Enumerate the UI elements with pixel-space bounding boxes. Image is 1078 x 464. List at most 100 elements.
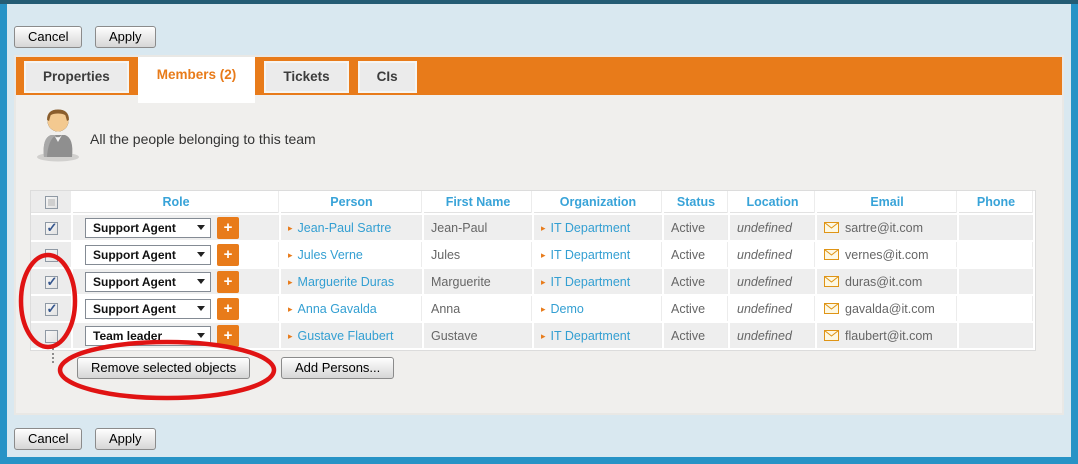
email-icon: [824, 330, 839, 341]
table-row: Support Agent + ▸ Marguerite Duras Margue…: [31, 269, 1035, 296]
tab-strip: Properties Members (2) Tickets CIs: [16, 57, 1062, 103]
arrow-right-icon: ▸: [288, 303, 293, 314]
role-select-value: Team leader: [93, 328, 163, 343]
column-header-status: Status: [664, 191, 730, 215]
cell-status: Active: [664, 269, 730, 296]
arrow-right-icon: ▸: [288, 330, 293, 341]
email-icon: [824, 249, 839, 260]
remove-selected-button[interactable]: Remove selected objects: [77, 357, 251, 379]
email-icon: [824, 222, 839, 233]
arrow-right-icon: ▸: [541, 276, 546, 287]
arrow-right-icon: ▸: [541, 249, 546, 260]
email-text: flaubert@it.com: [845, 328, 933, 343]
role-select-value: Support Agent: [93, 247, 176, 262]
add-persons-button[interactable]: Add Persons...: [281, 357, 395, 379]
cell-phone: [959, 215, 1035, 242]
cell-first-name: Gustave: [424, 323, 534, 350]
cell-first-name: Jean-Paul: [424, 215, 534, 242]
organization-link[interactable]: IT Department: [550, 220, 631, 235]
add-role-button[interactable]: +: [217, 324, 239, 347]
organization-link[interactable]: IT Department: [550, 274, 631, 289]
cell-location: undefined: [730, 323, 817, 350]
column-header-first-name: First Name: [424, 191, 534, 215]
column-header-phone: Phone: [959, 191, 1035, 215]
role-select-value: Support Agent: [93, 220, 176, 235]
table-row: Support Agent + ▸ Jean-Paul Sartre Jean-P…: [31, 215, 1035, 242]
select-all-header-cell: [31, 191, 73, 215]
chevron-down-icon: [197, 252, 205, 257]
person-link[interactable]: Jules Verne: [297, 247, 363, 262]
window-top-edge: [0, 0, 1078, 4]
table-header-row: Role Person First Name Organization Stat…: [31, 191, 1035, 215]
cell-location: undefined: [730, 296, 817, 323]
role-select[interactable]: Support Agent: [85, 244, 211, 265]
add-role-button[interactable]: +: [217, 270, 239, 293]
table-row: Support Agent + ▸ Anna Gavalda Anna ▸ Demo…: [31, 296, 1035, 323]
row-checkbox[interactable]: [44, 220, 58, 236]
organization-link[interactable]: Demo: [550, 301, 584, 316]
cell-phone: [959, 296, 1035, 323]
cell-first-name: Jules: [424, 242, 534, 269]
chevron-down-icon: [197, 225, 205, 230]
person-link[interactable]: Anna Gavalda: [297, 301, 377, 316]
cell-status: Active: [664, 242, 730, 269]
apply-button-bottom[interactable]: Apply: [95, 428, 156, 450]
column-header-location: Location: [730, 191, 817, 215]
apply-button-top[interactable]: Apply: [95, 26, 156, 48]
tab-members[interactable]: Members (2): [137, 57, 256, 103]
organization-link[interactable]: IT Department: [550, 247, 631, 262]
add-role-button[interactable]: +: [217, 297, 239, 320]
person-link[interactable]: Gustave Flaubert: [297, 328, 394, 343]
members-table: Role Person First Name Organization Stat…: [30, 190, 1036, 351]
person-link[interactable]: Marguerite Duras: [297, 274, 395, 289]
cell-phone: [959, 242, 1035, 269]
arrow-right-icon: ▸: [288, 276, 293, 287]
arrow-right-icon: ▸: [288, 222, 293, 233]
role-select[interactable]: Team leader: [85, 325, 211, 346]
email-text: duras@it.com: [845, 274, 923, 289]
cancel-button-top[interactable]: Cancel: [14, 26, 83, 48]
tab-tickets[interactable]: Tickets: [264, 61, 349, 93]
team-edit-page: Cancel Apply Properties Members (2) Tick…: [7, 4, 1071, 457]
team-members-description: All the people belonging to this team: [90, 131, 316, 147]
row-checkbox[interactable]: [44, 248, 58, 262]
cell-first-name: Anna: [424, 296, 534, 323]
row-checkbox[interactable]: [44, 329, 58, 343]
role-select[interactable]: Support Agent: [85, 217, 211, 238]
cell-phone: [959, 269, 1035, 296]
role-select-value: Support Agent: [93, 301, 176, 316]
cell-location: undefined: [730, 242, 817, 269]
add-role-button[interactable]: +: [217, 216, 239, 239]
role-select[interactable]: Support Agent: [85, 298, 211, 319]
add-role-button[interactable]: +: [217, 243, 239, 266]
row-checkbox[interactable]: [44, 274, 58, 290]
email-icon: [824, 276, 839, 287]
arrow-right-icon: ▸: [541, 330, 546, 341]
cell-status: Active: [664, 323, 730, 350]
role-select[interactable]: Support Agent: [85, 271, 211, 292]
person-link[interactable]: Jean-Paul Sartre: [297, 220, 392, 235]
cell-phone: [959, 323, 1035, 350]
cell-location: undefined: [730, 215, 817, 242]
cell-status: Active: [664, 215, 730, 242]
table-row: Team leader + ▸ Gustave Flaubert Gustave …: [31, 323, 1035, 350]
email-text: vernes@it.com: [845, 247, 929, 262]
chevron-down-icon: [197, 306, 205, 311]
person-icon: [37, 109, 79, 162]
email-icon: [824, 303, 839, 314]
select-all-checkbox[interactable]: [44, 196, 58, 210]
arrow-right-icon: ▸: [541, 303, 546, 314]
cancel-button-bottom[interactable]: Cancel: [14, 428, 83, 450]
column-header-email: Email: [817, 191, 959, 215]
cell-location: undefined: [730, 269, 817, 296]
cell-first-name: Marguerite: [424, 269, 534, 296]
table-drag-handle: [52, 348, 54, 363]
table-row: Support Agent + ▸ Jules Verne Jules ▸ IT D…: [31, 242, 1035, 269]
tab-properties[interactable]: Properties: [24, 61, 129, 93]
chevron-down-icon: [197, 333, 205, 338]
tab-cis[interactable]: CIs: [357, 61, 417, 93]
role-select-value: Support Agent: [93, 274, 176, 289]
row-checkbox[interactable]: [44, 301, 58, 317]
arrow-right-icon: ▸: [541, 222, 546, 233]
organization-link[interactable]: IT Department: [550, 328, 631, 343]
